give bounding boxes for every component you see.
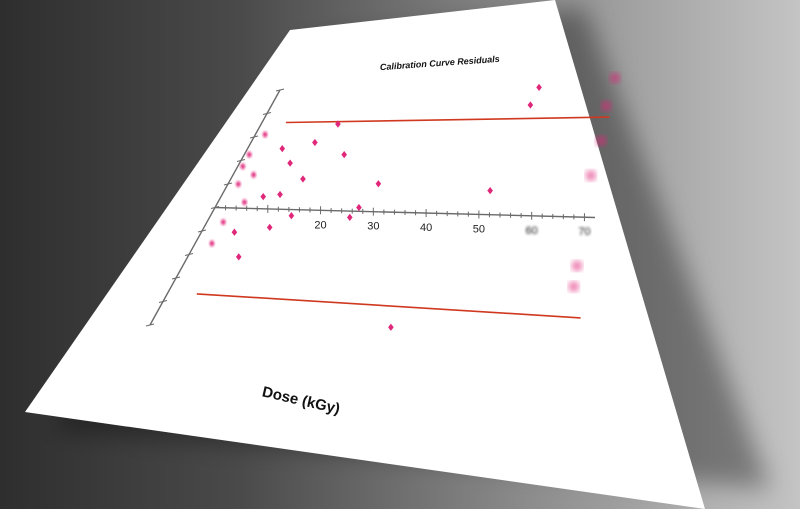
upper-bound-line <box>285 116 610 124</box>
data-point <box>571 260 583 272</box>
data-point <box>300 175 306 183</box>
data-point <box>287 159 293 167</box>
data-point <box>220 218 227 226</box>
data-point <box>277 190 283 199</box>
data-point <box>260 192 267 201</box>
data-point <box>241 198 248 206</box>
data-point <box>266 223 273 231</box>
data-point <box>235 180 242 188</box>
x-tick-label: 30 <box>367 221 379 233</box>
x-tick-label: 50 <box>473 223 485 235</box>
x-tick-label: 60 <box>526 225 538 237</box>
x-tick-label: 70 <box>578 226 590 238</box>
data-point <box>279 145 286 153</box>
data-point <box>235 253 242 261</box>
y-tick <box>275 88 285 92</box>
lower-bound-line <box>196 293 581 319</box>
data-point <box>375 180 382 188</box>
data-point <box>585 170 597 182</box>
data-point <box>388 323 394 331</box>
y-tick <box>197 229 207 233</box>
y-tick <box>171 276 181 280</box>
data-point <box>527 101 534 109</box>
x-tick-label: 20 <box>314 219 326 231</box>
y-tick <box>210 206 220 209</box>
data-point <box>595 135 607 147</box>
data-point <box>262 130 268 139</box>
data-point <box>487 186 493 195</box>
y-tick <box>223 182 233 186</box>
data-point <box>240 162 246 171</box>
data-point <box>346 213 353 222</box>
data-point <box>609 72 621 84</box>
paper-sheet <box>25 0 705 509</box>
data-point <box>536 83 542 92</box>
data-point <box>600 100 612 112</box>
data-point <box>356 203 362 212</box>
residuals-plot: 20 30 40 50 60 70 <box>145 72 621 331</box>
data-point <box>231 228 238 236</box>
y-tick <box>145 323 155 327</box>
y-tick <box>184 253 194 256</box>
data-point <box>288 212 295 220</box>
data-point <box>568 281 580 293</box>
data-point <box>312 138 318 147</box>
y-tick <box>158 300 168 303</box>
y-tick <box>262 112 272 115</box>
axes: 20 30 40 50 60 70 <box>145 88 596 327</box>
y-tick <box>249 135 259 139</box>
data-point <box>209 239 215 248</box>
tolerance-bounds <box>196 116 610 319</box>
data-point <box>341 151 347 159</box>
data-point <box>246 150 253 159</box>
data-points <box>209 72 621 331</box>
data-point <box>250 171 257 179</box>
y-tick <box>236 159 246 162</box>
data-point <box>335 120 341 128</box>
x-tick-label: 40 <box>420 222 432 234</box>
